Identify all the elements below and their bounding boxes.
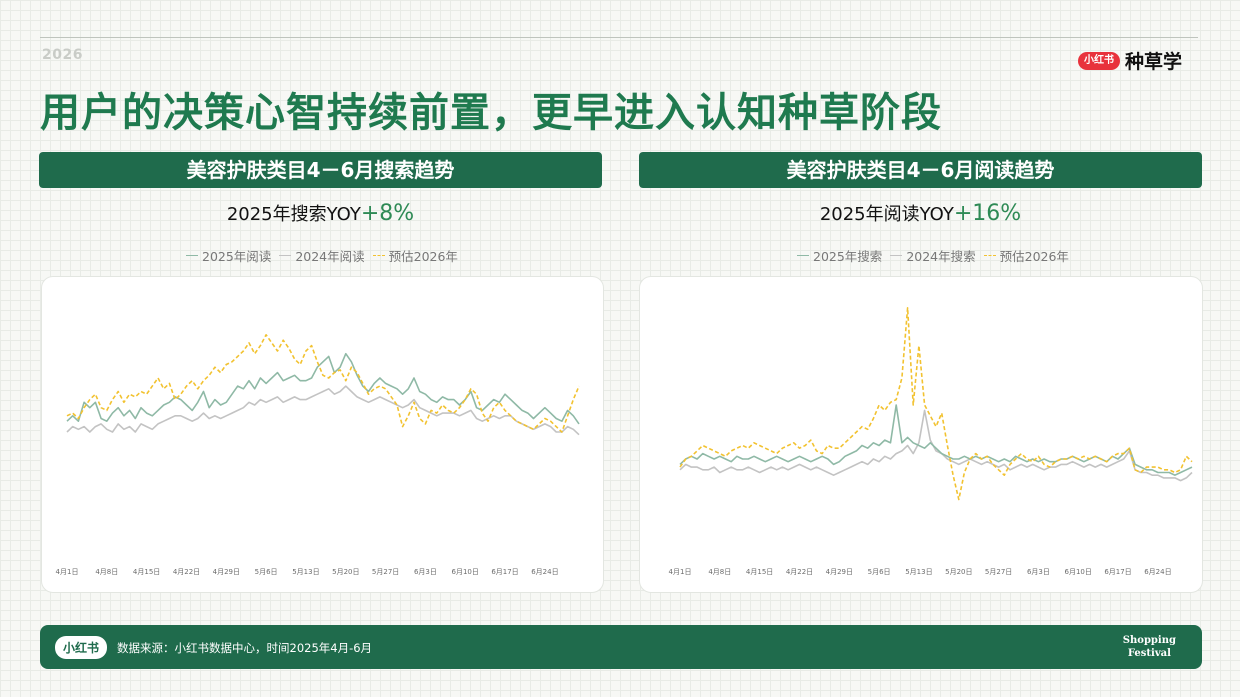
x-tick-label: 6月10日: [1065, 568, 1092, 576]
series-line-2025年搜索: [679, 404, 1193, 476]
page-title: 用户的决策心智持续前置，更早进入认知种草阶段: [40, 90, 942, 136]
series-line-2025年阅读: [66, 352, 580, 425]
left-panel-title: 美容护肤类目4－6月搜索趋势: [39, 152, 602, 188]
x-tick-label: 6月3日: [1027, 568, 1050, 576]
legend-swatch-2024: [890, 255, 903, 256]
right-yoy-value: +16%: [953, 201, 1022, 226]
brand: 小红书 种草学: [1077, 47, 1182, 74]
x-tick-label: 4月15日: [133, 568, 160, 576]
legend-swatch-2026: [372, 255, 385, 256]
legend-swatch-2026: [983, 255, 996, 256]
x-tick-label: 5月6日: [255, 568, 278, 576]
top-divider: [40, 37, 1198, 38]
x-tick-label: 6月24日: [531, 568, 558, 576]
year-label: 2026: [42, 47, 83, 63]
brand-name: 种草学: [1124, 51, 1182, 73]
x-tick-label: 4月8日: [95, 568, 118, 576]
legend-item: 2025年阅读: [186, 246, 271, 265]
right-legend: 2025年搜索 2024年搜索 预估2026年: [797, 246, 1069, 265]
series-line-2024年阅读: [66, 385, 580, 436]
legend-label: 2025年搜索: [813, 249, 883, 264]
footer-bar: 小红书 数据来源：小红书数据中心，时间2025年4月-6月 Shopping F…: [40, 625, 1202, 669]
x-tick-label: 4月22日: [786, 568, 813, 576]
left-line-chart: 4月1日 4月8日 4月15日 4月22日 4月29日 5月6日 5月13日 5月20日 5月2…: [56, 333, 580, 576]
x-tick-label: 5月27日: [985, 568, 1012, 576]
legend-item: 2025年搜索: [797, 246, 882, 265]
legend-item: 预估2026年: [372, 246, 458, 265]
legend-label: 预估2026年: [999, 249, 1069, 264]
legend-item: 2024年阅读: [279, 246, 365, 265]
series-line-预估2026年: [66, 333, 580, 433]
festival-line-2: Festival: [1127, 648, 1171, 659]
shopping-festival-mark: Shopping Festival: [1123, 634, 1176, 660]
data-source-note: 数据来源：小红书数据中心，时间2025年4月-6月: [117, 641, 373, 655]
series-line-2024年搜索: [679, 409, 1193, 482]
legend-item: 预估2026年: [983, 246, 1069, 265]
legend-item: 2024年搜索: [890, 246, 976, 265]
x-tick-label: 4月29日: [213, 568, 240, 576]
x-tick-label: 4月29日: [826, 568, 853, 576]
x-tick-label: 6月10日: [452, 568, 479, 576]
legend-label: 2024年搜索: [906, 249, 976, 264]
x-tick-label: 4月1日: [56, 568, 79, 576]
right-line-chart: 4月1日 4月8日 4月15日 4月22日 4月29日 5月6日 5月13日 5月20日 5月2…: [669, 306, 1193, 576]
legend-label: 预估2026年: [388, 249, 458, 264]
x-tick-label: 6月17日: [1104, 568, 1131, 576]
left-legend: 2025年阅读 2024年阅读 预估2026年: [186, 246, 458, 265]
x-tick-label: 6月3日: [414, 568, 437, 576]
x-tick-label: 5月20日: [945, 568, 972, 576]
x-tick-label: 5月6日: [868, 568, 891, 576]
brand-logo: 小红书: [1077, 51, 1120, 70]
legend-swatch-2025: [186, 255, 198, 256]
x-tick-label: 6月17日: [491, 568, 518, 576]
x-tick-label: 5月13日: [905, 568, 932, 576]
legend-label: 2024年阅读: [295, 249, 365, 264]
right-yoy: 2025年阅读YOY+16%: [639, 200, 1202, 226]
left-chart-card: 4月1日 4月8日 4月15日 4月22日 4月29日 5月6日 5月13日 5月20日 5月2…: [41, 276, 604, 593]
left-yoy-value: +8%: [360, 201, 415, 226]
x-tick-label: 5月27日: [372, 568, 399, 576]
x-tick-label: 4月22日: [173, 568, 200, 576]
x-tick-label: 4月8日: [708, 568, 731, 576]
x-tick-label: 6月24日: [1144, 568, 1171, 576]
right-chart-card: 4月1日 4月8日 4月15日 4月22日 4月29日 5月6日 5月13日 5月20日 5月2…: [639, 276, 1203, 593]
legend-label: 2025年阅读: [202, 249, 272, 264]
right-yoy-label: 2025年阅读YOY: [819, 204, 954, 225]
x-tick-label: 5月13日: [292, 568, 319, 576]
x-tick-label: 5月20日: [332, 568, 359, 576]
x-tick-label: 4月15日: [746, 568, 773, 576]
festival-line-1: Shopping: [1122, 635, 1176, 646]
legend-swatch-2025: [797, 255, 809, 256]
footer-logo: 小红书: [55, 636, 108, 659]
left-yoy-label: 2025年搜索YOY: [226, 204, 361, 225]
right-panel-title: 美容护肤类目4－6月阅读趋势: [639, 152, 1202, 188]
x-tick-label: 4月1日: [669, 568, 692, 576]
left-yoy: 2025年搜索YOY+8%: [39, 200, 602, 226]
series-line-预估2026年: [679, 306, 1193, 501]
legend-swatch-2024: [279, 255, 292, 256]
